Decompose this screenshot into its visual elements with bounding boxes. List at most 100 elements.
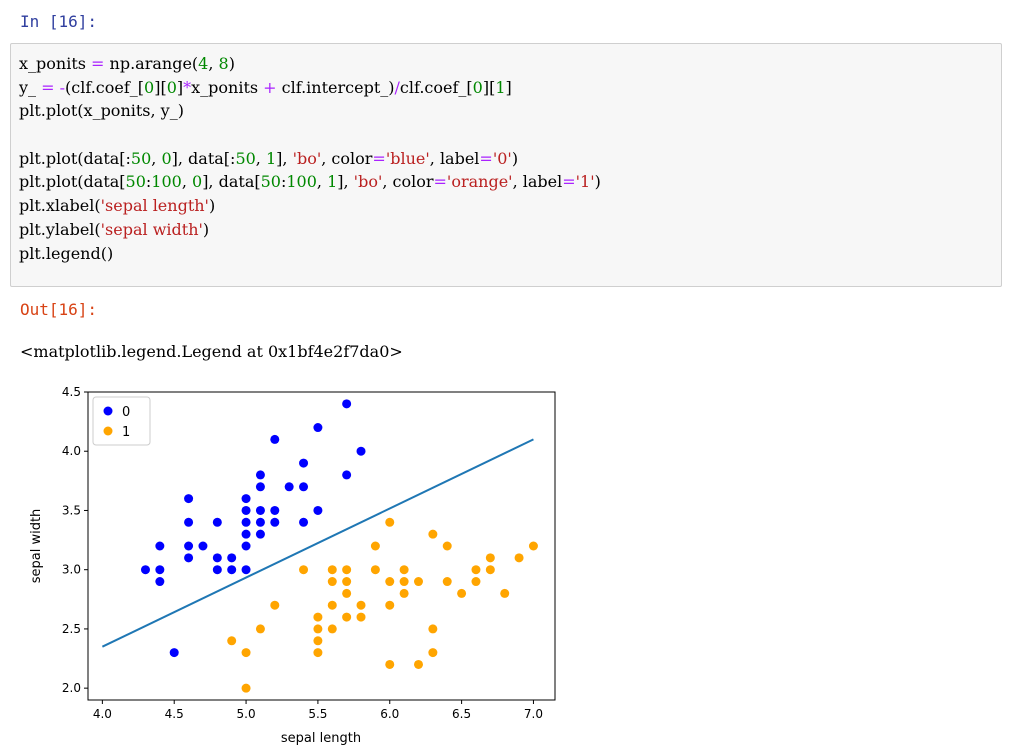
decision-boundary-line — [101, 438, 534, 648]
scatter-point-1 — [413, 577, 423, 587]
scatter-point-0 — [227, 565, 237, 575]
scatter-point-1 — [356, 600, 366, 610]
scatter-point-1 — [428, 529, 438, 539]
scatter-point-0 — [155, 577, 165, 587]
legend-marker-1 — [103, 426, 113, 436]
scatter-point-0 — [284, 482, 294, 492]
scatter-point-1 — [500, 588, 510, 598]
scatter-point-0 — [212, 517, 222, 527]
scatter-point-1 — [428, 624, 438, 634]
scatter-point-0 — [255, 529, 265, 539]
scatter-point-1 — [327, 565, 337, 575]
scatter-point-0 — [198, 541, 208, 551]
legend-label-1: 1 — [122, 425, 130, 440]
scatter-point-1 — [227, 636, 237, 646]
plot-marks — [101, 399, 538, 693]
scatter-point-1 — [528, 541, 538, 551]
scatter-point-0 — [270, 517, 280, 527]
scatter-point-0 — [313, 423, 323, 433]
scatter-point-1 — [471, 577, 481, 587]
scatter-point-0 — [241, 505, 251, 515]
y-tick-label: 4.0 — [62, 444, 81, 458]
y-tick-label: 2.5 — [62, 622, 81, 636]
scatter-point-0 — [299, 517, 309, 527]
x-tick-label: 6.5 — [452, 707, 471, 721]
scatter-point-1 — [442, 541, 452, 551]
scatter-point-1 — [255, 624, 265, 634]
scatter-point-0 — [241, 541, 251, 551]
scatter-point-0 — [212, 565, 222, 575]
x-tick-label: 6.0 — [380, 707, 399, 721]
x-tick-label: 5.5 — [308, 707, 327, 721]
scatter-point-1 — [342, 565, 352, 575]
scatter-point-0 — [255, 482, 265, 492]
scatter-point-0 — [155, 565, 165, 575]
scatter-point-0 — [184, 494, 194, 504]
code-editor[interactable]: x_ponits = np.arange(4, 8) y_ = -(clf.coe… — [19, 54, 601, 263]
scatter-point-1 — [385, 577, 395, 587]
scatter-point-0 — [255, 470, 265, 480]
scatter-point-1 — [356, 612, 366, 622]
scatter-point-0 — [270, 505, 280, 515]
scatter-point-1 — [342, 577, 352, 587]
scatter-point-1 — [313, 636, 323, 646]
scatter-point-1 — [428, 648, 438, 658]
scatter-point-1 — [342, 588, 352, 598]
scatter-point-0 — [241, 494, 251, 504]
output-text: <matplotlib.legend.Legend at 0x1bf4e2f7d… — [20, 342, 403, 361]
scatter-point-0 — [342, 470, 352, 480]
scatter-point-1 — [385, 659, 395, 669]
input-prompt: In [16]: — [20, 12, 98, 31]
scatter-point-1 — [457, 588, 467, 598]
scatter-point-0 — [241, 529, 251, 539]
x-tick-label: 7.0 — [524, 707, 543, 721]
scatter-point-1 — [270, 600, 280, 610]
scatter-point-0 — [313, 505, 323, 515]
code-cell[interactable]: x_ponits = np.arange(4, 8) y_ = -(clf.coe… — [10, 43, 1002, 287]
scatter-point-0 — [255, 517, 265, 527]
x-tick-label: 4.0 — [93, 707, 112, 721]
scatter-point-0 — [212, 553, 222, 563]
scatter-point-1 — [313, 612, 323, 622]
scatter-point-1 — [370, 565, 380, 575]
y-tick-label: 3.0 — [62, 563, 81, 577]
y-tick-label: 2.0 — [62, 681, 81, 695]
scatter-point-1 — [299, 565, 309, 575]
scatter-point-1 — [413, 659, 423, 669]
scatter-point-1 — [399, 565, 409, 575]
scatter-point-0 — [241, 517, 251, 527]
scatter-point-1 — [313, 648, 323, 658]
legend-marker-0 — [103, 406, 113, 416]
scatter-point-1 — [385, 600, 395, 610]
scatter-point-0 — [169, 648, 179, 658]
scatter-point-1 — [241, 648, 251, 658]
legend: 0 1 — [92, 396, 151, 446]
legend-label-0: 0 — [122, 405, 130, 420]
scatter-point-1 — [485, 565, 495, 575]
output-prompt: Out[16]: — [20, 300, 98, 319]
scatter-point-0 — [227, 553, 237, 563]
scatter-point-0 — [184, 517, 194, 527]
y-tick-label: 3.5 — [62, 503, 81, 517]
scatter-point-1 — [327, 600, 337, 610]
scatter-point-0 — [140, 565, 150, 575]
scatter-point-0 — [241, 565, 251, 575]
y-axis-label: sepal width — [29, 509, 44, 584]
x-tick-label: 5.0 — [237, 707, 256, 721]
scatter-point-0 — [342, 399, 352, 409]
scatter-point-1 — [313, 624, 323, 634]
scatter-point-1 — [399, 588, 409, 598]
scatter-point-0 — [255, 505, 265, 515]
y-tick-label: 4.5 — [62, 385, 81, 399]
plot-frame — [87, 391, 556, 701]
scatter-point-1 — [327, 624, 337, 634]
scatter-point-1 — [514, 553, 524, 563]
x-tick-label: 4.5 — [165, 707, 184, 721]
scatter-point-0 — [270, 434, 280, 444]
scatter-point-0 — [184, 553, 194, 563]
scatter-point-1 — [241, 683, 251, 693]
scatter-point-1 — [442, 577, 452, 587]
scatter-point-1 — [385, 517, 395, 527]
scatter-point-1 — [342, 612, 352, 622]
